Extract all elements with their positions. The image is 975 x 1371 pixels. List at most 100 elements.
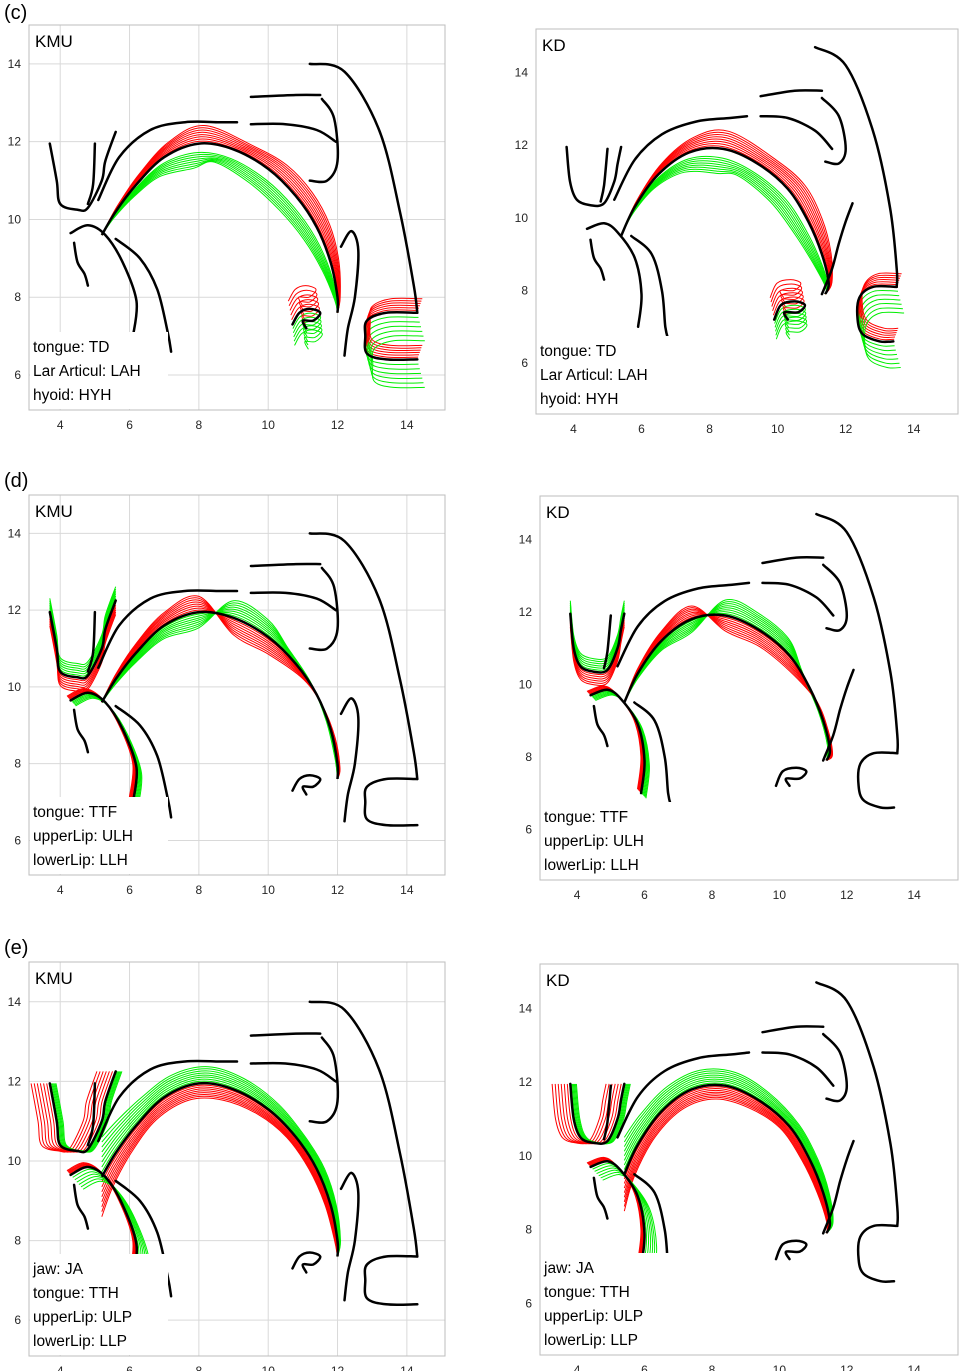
y-tick-label: 8 [14,290,21,304]
tongue-baseline [623,613,832,762]
y-tick-label: 10 [8,212,22,226]
anatomy-lower-lip2 [589,238,606,281]
anatomy-chin [114,1179,173,1298]
plot-area [48,532,419,827]
tongue-baseline [100,610,340,780]
tongue-contour-positive [101,1092,338,1257]
row-label-d: (d) [4,470,29,492]
panel-e-left: 4 6 8 10 12 14 6 8 10 12 14 KMU jaw: JA tongue: TTH up… [8,961,446,1371]
parameter-legend-line: hyoid: HYH [33,387,111,404]
anatomy-upper-lip2 [602,614,613,670]
plot-area [565,45,905,369]
lower-lip-contour [69,690,137,801]
panel-title: KMU [35,32,73,51]
anatomy-nose-inner [821,1032,849,1103]
plot-area [30,1000,419,1306]
x-tick-label: 10 [262,418,276,432]
tongue-contour-positive [101,138,339,313]
y-tick-label: 10 [519,1149,533,1163]
anatomy-larynx [855,284,898,344]
parameter-legend-line: upperLip: ULP [33,1309,132,1326]
tongue-contour-negative [101,158,338,313]
upper-lip-contour [36,1071,104,1153]
lower-lip-contour [67,688,135,799]
x-tick-label: 4 [570,422,577,436]
tongue-contour-negative [101,610,339,780]
anatomy-lower-lip [589,1160,646,1268]
anatomy-velum [759,114,834,151]
panel-d-left: 4 6 8 10 12 14 6 8 10 12 14 KMU tongue: TTF upperLip:… [8,494,446,897]
panel-c-right: 4 6 8 10 12 14 6 8 10 12 14 KD tongue: TD Lar Articul… [515,28,959,436]
y-tick-label: 8 [525,750,532,764]
x-tick-label: 10 [773,888,787,902]
x-tick-label: 14 [400,883,414,897]
x-tick-label: 6 [641,888,648,902]
hyoid-contour [288,289,318,310]
x-tick-label: 4 [574,888,581,902]
upper-lip-contour [30,1071,98,1153]
tongue-contour-positive [620,143,831,295]
parameter-legend-box [30,1254,168,1355]
tongue-contour-positive [623,614,831,761]
anatomy-lower-lip2 [72,241,90,287]
y-tick-label: 6 [525,1296,532,1310]
plot-area [48,62,425,389]
hyoid-contour [775,320,808,340]
anatomy-hyoid [291,307,322,330]
axes-frame [535,28,959,415]
tongue-contour-negative [620,162,828,295]
anatomy-upper-lip2 [86,1082,97,1147]
tongue-contour-negative [101,612,339,780]
parameter-legend-box [537,336,675,413]
tongue-contour-negative [623,607,830,761]
anatomy-lower-lip [585,222,643,329]
y-tick-label: 10 [519,677,533,691]
tongue-contour-negative [101,600,338,780]
y-tick-label: 8 [14,757,21,771]
x-tick-label: 10 [262,1364,276,1371]
anatomy-hyoid [291,773,322,796]
anatomy-larynx [363,310,419,362]
tongue-contour-positive [623,614,832,761]
y-tick-label: 12 [519,1075,533,1089]
y-tick-label: 6 [525,822,532,836]
anatomy-chin [630,234,670,343]
tongue-contour-positive [101,597,341,780]
upper-lip-contour [551,1083,607,1145]
tongue-contour-positive [101,131,340,313]
tongue-contour-negative [101,153,339,313]
x-tick-label: 14 [907,888,921,902]
axes-frame [539,963,959,1356]
x-tick-label: 6 [126,418,133,432]
parameter-legend-line: tongue: TTH [544,1284,630,1301]
tongue-contour-negative [101,602,338,780]
larynx-contour [366,304,420,354]
lower-lip-contour [68,690,136,801]
tongue-contour-negative [101,604,338,780]
anatomy-upper-lip2 [602,1084,613,1141]
anatomy-chin [633,701,673,809]
lower-lip-contour [592,691,647,795]
tongue-contour-positive [620,131,833,295]
upper-lip-contour [569,626,625,687]
y-tick-label: 14 [8,995,22,1009]
tongue-contour-positive [620,138,831,295]
y-tick-label: 12 [8,603,22,617]
larynx-contour [368,325,422,375]
y-tick-label: 10 [515,211,529,225]
plot-area [569,512,900,810]
larynx-contour [861,303,902,360]
y-tick-label: 14 [519,532,533,546]
tongue-contour-positive [101,124,341,313]
tongue-contour-positive [623,1091,830,1234]
tongue-contour-negative [101,608,338,780]
anatomy-pharynx-wall [339,1171,360,1302]
lower-lip-contour [591,690,646,794]
anatomy-pharynx-top [249,562,322,568]
anatomy-nose-inner [308,97,340,184]
tongue-contour-negative [620,160,829,295]
anatomy-nose-back [813,45,899,289]
tongue-contour-negative [623,1074,833,1234]
x-tick-label: 4 [57,1364,64,1371]
anatomy-pharynx-wall [821,1139,855,1235]
